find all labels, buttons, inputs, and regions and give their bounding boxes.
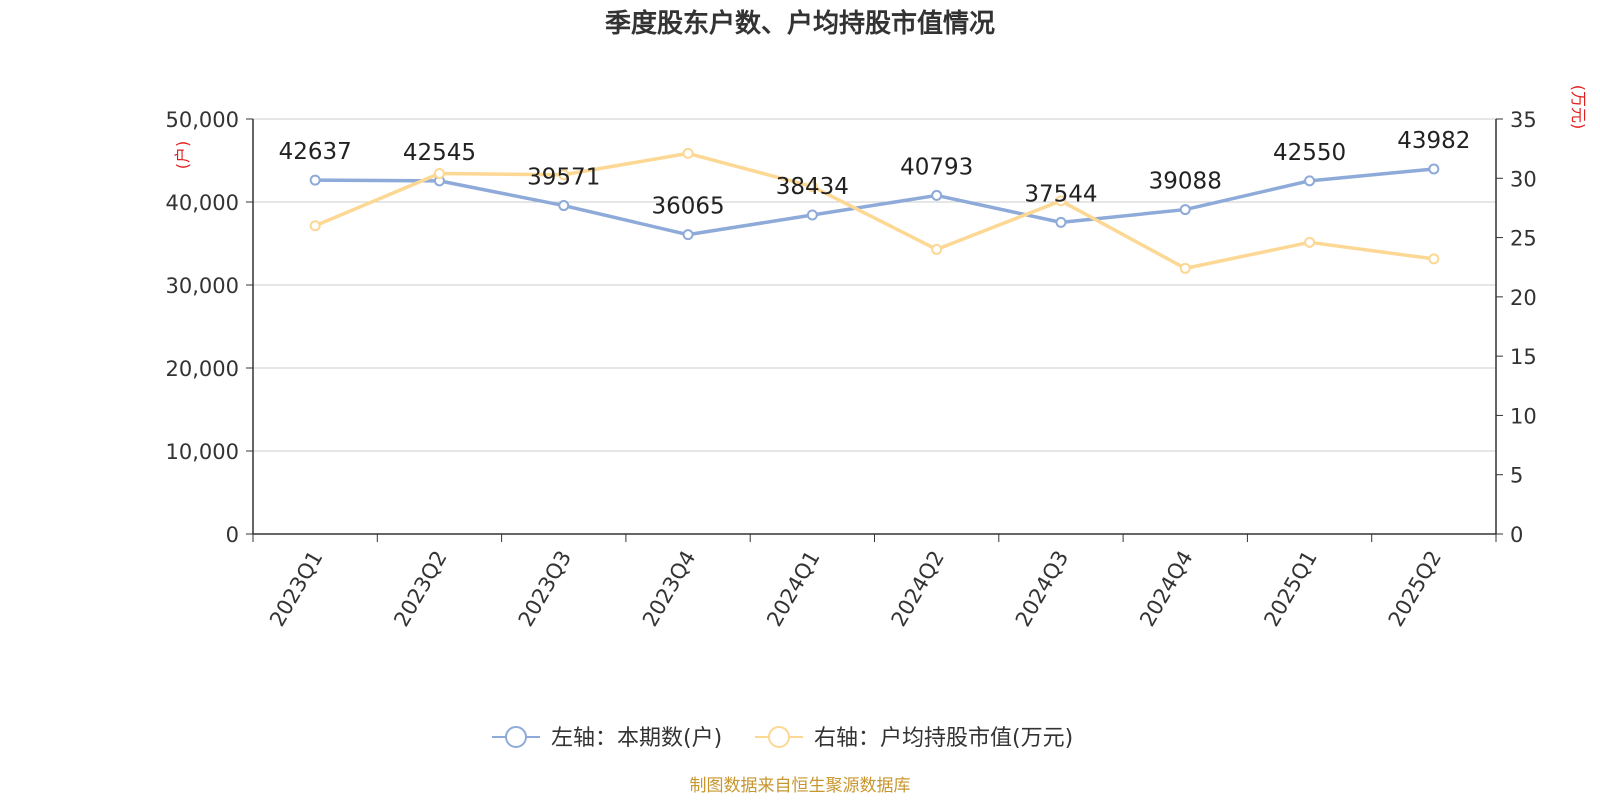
left-tick-label: 20,000 xyxy=(166,357,239,381)
legend-label-left: 左轴：本期数(户) xyxy=(551,726,722,751)
data-point-right xyxy=(682,147,694,159)
source-note: 制图数据来自恒生聚源数据库 xyxy=(690,776,911,796)
data-point-right xyxy=(806,181,818,193)
legend-marker-left xyxy=(505,726,527,748)
data-point-left xyxy=(1304,175,1316,187)
left-tick-label: 50,000 xyxy=(166,108,239,132)
data-labels: 42637 42545 39571 36065 38434 40793 37544 39088… xyxy=(279,128,1471,220)
legend-label-right: 右轴：户均持股市值(万元) xyxy=(814,726,1073,751)
data-label: 39088 xyxy=(1149,169,1222,195)
x-tick-label: 2023Q1 xyxy=(265,547,327,631)
legend: 左轴：本期数(户) 右轴：户均持股市值(万元) xyxy=(492,726,1073,751)
right-tick-label: 20 xyxy=(1510,286,1537,310)
x-tick-label: 2025Q2 xyxy=(1384,547,1446,631)
data-point-right xyxy=(309,220,321,232)
data-point-right xyxy=(1179,262,1191,274)
data-point-left xyxy=(1179,204,1191,216)
left-tick-label: 40,000 xyxy=(166,191,239,215)
data-point-left xyxy=(931,189,943,201)
data-point-left xyxy=(1055,216,1067,228)
data-point-right xyxy=(931,243,943,255)
right-tick-label: 25 xyxy=(1510,227,1537,251)
right-tick-label: 15 xyxy=(1510,345,1537,369)
series-line-left xyxy=(315,167,1435,237)
x-tick-label: 2023Q2 xyxy=(389,547,451,631)
legend-item-left-series[interactable]: 左轴：本期数(户) xyxy=(492,726,722,751)
data-label: 39571 xyxy=(527,165,600,191)
left-tick-label: 0 xyxy=(226,523,239,547)
data-label: 42550 xyxy=(1273,140,1346,166)
left-axis-unit: (户) xyxy=(173,141,192,170)
left-tick-label: 30,000 xyxy=(166,274,239,298)
legend-marker-right xyxy=(768,726,790,748)
data-label: 42637 xyxy=(279,139,352,165)
right-tick-label: 35 xyxy=(1510,108,1537,132)
x-axis-ticks: 2023Q1 2023Q2 2023Q3 2023Q4 2024Q1 2024Q2 2024… xyxy=(252,534,1497,631)
data-label: 36065 xyxy=(651,194,724,220)
left-tick-label: 10,000 xyxy=(166,440,239,464)
right-tick-label: 0 xyxy=(1510,523,1523,547)
right-axis-unit: (万元) xyxy=(1569,85,1588,130)
data-point-left xyxy=(309,174,321,186)
x-tick-label: 2025Q1 xyxy=(1259,547,1321,631)
data-label: 37544 xyxy=(1024,181,1097,207)
data-point-right xyxy=(1304,236,1316,248)
x-tick-label: 2024Q2 xyxy=(887,547,949,631)
x-tick-label: 2024Q3 xyxy=(1011,547,1073,631)
data-point-right xyxy=(1055,195,1067,207)
data-point-left xyxy=(806,209,818,221)
series-group xyxy=(309,147,1440,274)
x-tick-label: 2023Q3 xyxy=(514,547,576,631)
data-label: 38434 xyxy=(776,174,849,200)
data-point-right xyxy=(558,169,570,181)
right-axis-ticks: 0 5 10 15 20 25 30 35 xyxy=(1496,108,1537,547)
data-point-right xyxy=(1428,253,1440,265)
data-label: 43982 xyxy=(1397,128,1470,154)
right-tick-label: 10 xyxy=(1510,404,1537,428)
data-point-left xyxy=(682,229,694,241)
data-point-left xyxy=(558,200,570,212)
left-axis-ticks: 0 10,000 20,000 30,000 40,000 50,000 xyxy=(166,108,253,547)
chart-title: 季度股东户数、户均持股市值情况 xyxy=(605,8,995,39)
legend-item-right-series[interactable]: 右轴：户均持股市值(万元) xyxy=(755,726,1073,751)
data-label: 42545 xyxy=(403,140,476,166)
data-point-right xyxy=(433,168,445,180)
data-point-left xyxy=(1428,163,1440,175)
right-tick-label: 5 xyxy=(1510,464,1523,488)
x-tick-label: 2024Q1 xyxy=(762,547,824,631)
x-tick-label: 2024Q4 xyxy=(1135,547,1197,631)
right-tick-label: 30 xyxy=(1510,167,1537,191)
series-line-right xyxy=(314,151,1435,271)
data-label: 40793 xyxy=(900,154,973,180)
x-tick-label: 2023Q4 xyxy=(638,547,700,631)
grid-lines xyxy=(253,118,1496,452)
